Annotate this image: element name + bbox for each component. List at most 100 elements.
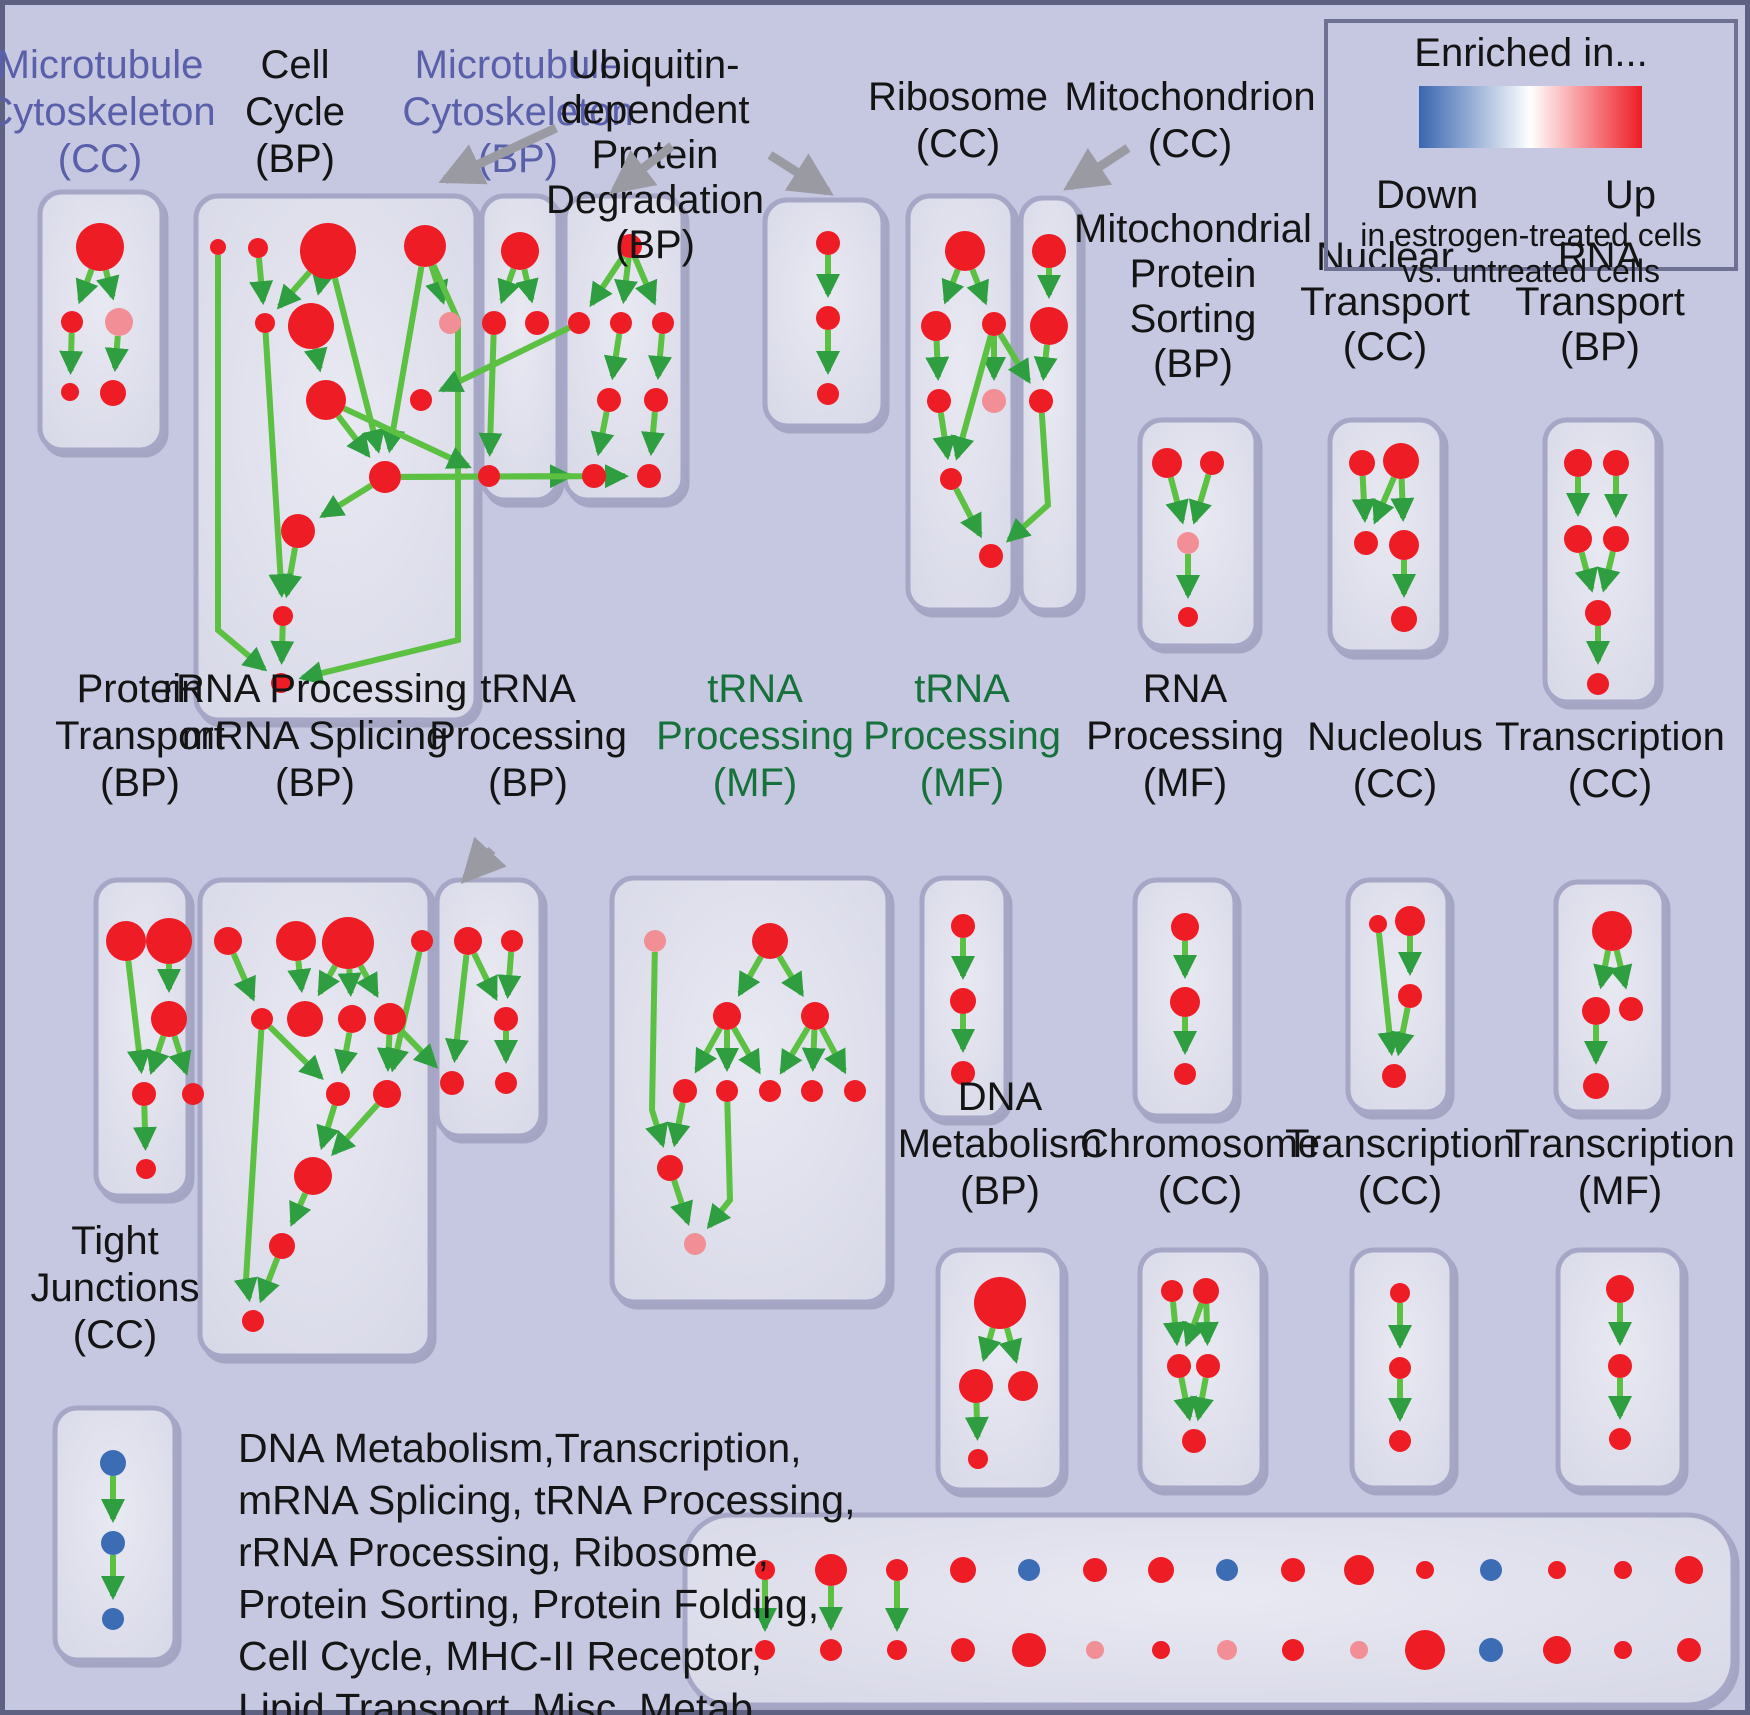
go-term-node bbox=[959, 1369, 993, 1403]
group-label-dna-metabolism-bp: (BP) bbox=[960, 1169, 1040, 1213]
group-label-dna-metabolism-bp: DNA bbox=[958, 1075, 1043, 1119]
edge-arrow bbox=[257, 1257, 281, 1304]
edge-arrow bbox=[941, 268, 965, 305]
group-label-trna-processing-mf-small: (MF) bbox=[920, 761, 1004, 805]
annotation-line: mRNA Splicing, tRNA Processing, bbox=[238, 1477, 856, 1523]
group-label-protein-transport-bp: Protein bbox=[77, 667, 204, 711]
edge-arrow bbox=[267, 1024, 324, 1080]
go-term-node bbox=[816, 231, 840, 255]
group-box-trna-processing-bp bbox=[434, 877, 544, 1139]
go-term-node bbox=[1148, 1557, 1174, 1583]
go-term-node bbox=[1182, 1429, 1206, 1453]
go-term-node bbox=[294, 1157, 332, 1195]
go-term-node bbox=[1677, 1638, 1701, 1662]
edge-arrow bbox=[270, 625, 295, 666]
go-term-node bbox=[1391, 606, 1417, 632]
edge-arrow bbox=[1390, 1007, 1415, 1057]
go-term-node bbox=[716, 1080, 738, 1102]
group-label-mitochondrion-cc: Mitochondrion bbox=[1064, 75, 1315, 119]
edge-arrow bbox=[648, 333, 672, 381]
go-term-node bbox=[271, 673, 291, 693]
edge-arrow bbox=[1390, 478, 1415, 523]
go-term-node bbox=[597, 388, 621, 412]
go-term-node bbox=[1216, 1559, 1238, 1581]
go-term-node bbox=[248, 238, 268, 258]
edge-arrow bbox=[376, 1034, 401, 1073]
go-term-node bbox=[1344, 1555, 1374, 1585]
group-label-cell-cycle-bp: Cell bbox=[261, 43, 330, 87]
edge-arrow bbox=[215, 255, 268, 672]
go-term-node bbox=[844, 1080, 866, 1102]
go-term-node bbox=[713, 1002, 741, 1030]
go-term-node bbox=[255, 313, 275, 333]
group-label-transcription-cc-upper: Transcription bbox=[1495, 715, 1725, 759]
go-term-node bbox=[755, 1640, 775, 1660]
edge-arrow bbox=[1188, 473, 1212, 525]
go-term-node bbox=[440, 1071, 464, 1095]
go-term-node bbox=[100, 380, 126, 406]
edge-arrow bbox=[1574, 551, 1598, 593]
go-term-node bbox=[1177, 532, 1199, 554]
go-term-node bbox=[300, 223, 356, 279]
go-term-node bbox=[968, 1449, 988, 1469]
group-label-ubiquitin-degradation-box-1: dependent bbox=[560, 88, 749, 132]
go-term-node bbox=[100, 1450, 126, 1476]
group-label-microtubule-cytoskeleton-bp: Cytoskeleton bbox=[402, 90, 633, 134]
edge-arrow bbox=[331, 1102, 380, 1156]
go-term-node bbox=[410, 389, 432, 411]
group-label-microtubule-cytoskeleton-cc: Microtubule bbox=[0, 43, 203, 87]
go-term-node bbox=[276, 921, 316, 961]
go-term-node bbox=[1416, 1561, 1434, 1579]
go-term-node bbox=[61, 383, 79, 401]
label-pointer-arrow bbox=[438, 123, 558, 185]
edge-arrow bbox=[978, 1327, 1002, 1362]
go-term-node bbox=[105, 308, 133, 336]
go-term-node bbox=[288, 303, 334, 349]
group-label-trna-processing-mf-large: tRNA bbox=[707, 667, 803, 711]
go-term-node bbox=[644, 388, 668, 412]
edge-arrow bbox=[1190, 1377, 1214, 1422]
edge-arrow bbox=[497, 267, 521, 305]
go-term-node bbox=[1609, 1428, 1631, 1450]
group-label-tight-junctions-cc: Tight bbox=[71, 1219, 158, 1263]
edge-arrow bbox=[289, 1192, 312, 1227]
go-term-node bbox=[1032, 234, 1066, 268]
edge-arrow bbox=[276, 270, 312, 310]
edge-arrow bbox=[603, 333, 628, 381]
edge-arrow bbox=[1165, 476, 1189, 525]
go-term-node bbox=[482, 311, 506, 335]
group-label-trna-processing-mf-large: Processing bbox=[656, 714, 854, 758]
go-term-node bbox=[1167, 1354, 1191, 1378]
go-term-node bbox=[815, 1554, 847, 1586]
group-label-rrna-processing-mrna-splicing-bp: (BP) bbox=[275, 761, 355, 805]
group-label-microtubule-cytoskeleton-cc: Cytoskeleton bbox=[0, 90, 216, 134]
go-term-node bbox=[1390, 1283, 1410, 1303]
edge-arrow bbox=[950, 334, 994, 461]
go-term-node bbox=[820, 1639, 842, 1661]
edge-arrow bbox=[249, 257, 274, 306]
go-term-node bbox=[1152, 1641, 1170, 1659]
go-term-node bbox=[214, 927, 242, 955]
edge-arrow bbox=[706, 1101, 734, 1230]
edge-arrow bbox=[666, 1102, 691, 1148]
edge-arrow bbox=[737, 955, 764, 997]
edge-arrow bbox=[1375, 932, 1402, 1057]
edge-arrow bbox=[168, 1035, 192, 1076]
go-term-node bbox=[927, 389, 951, 413]
edge-arrow bbox=[1608, 949, 1633, 990]
edge-arrow bbox=[497, 951, 522, 1000]
edge-arrow bbox=[287, 960, 312, 994]
edge-arrow bbox=[694, 1026, 723, 1074]
edge-arrow bbox=[303, 346, 328, 373]
go-term-node bbox=[921, 311, 951, 341]
group-label-mitochondrial-protein-sorting-bp: Mitochondrial bbox=[1074, 207, 1312, 251]
go-term-node bbox=[338, 1005, 366, 1033]
go-term-node bbox=[1389, 1430, 1411, 1452]
go-term-node bbox=[1193, 1278, 1219, 1304]
edge-arrow bbox=[385, 951, 423, 1073]
go-term-node bbox=[1395, 906, 1425, 936]
go-term-node bbox=[525, 311, 549, 335]
edge-arrow bbox=[645, 951, 669, 1148]
go-term-node bbox=[1008, 1371, 1038, 1401]
